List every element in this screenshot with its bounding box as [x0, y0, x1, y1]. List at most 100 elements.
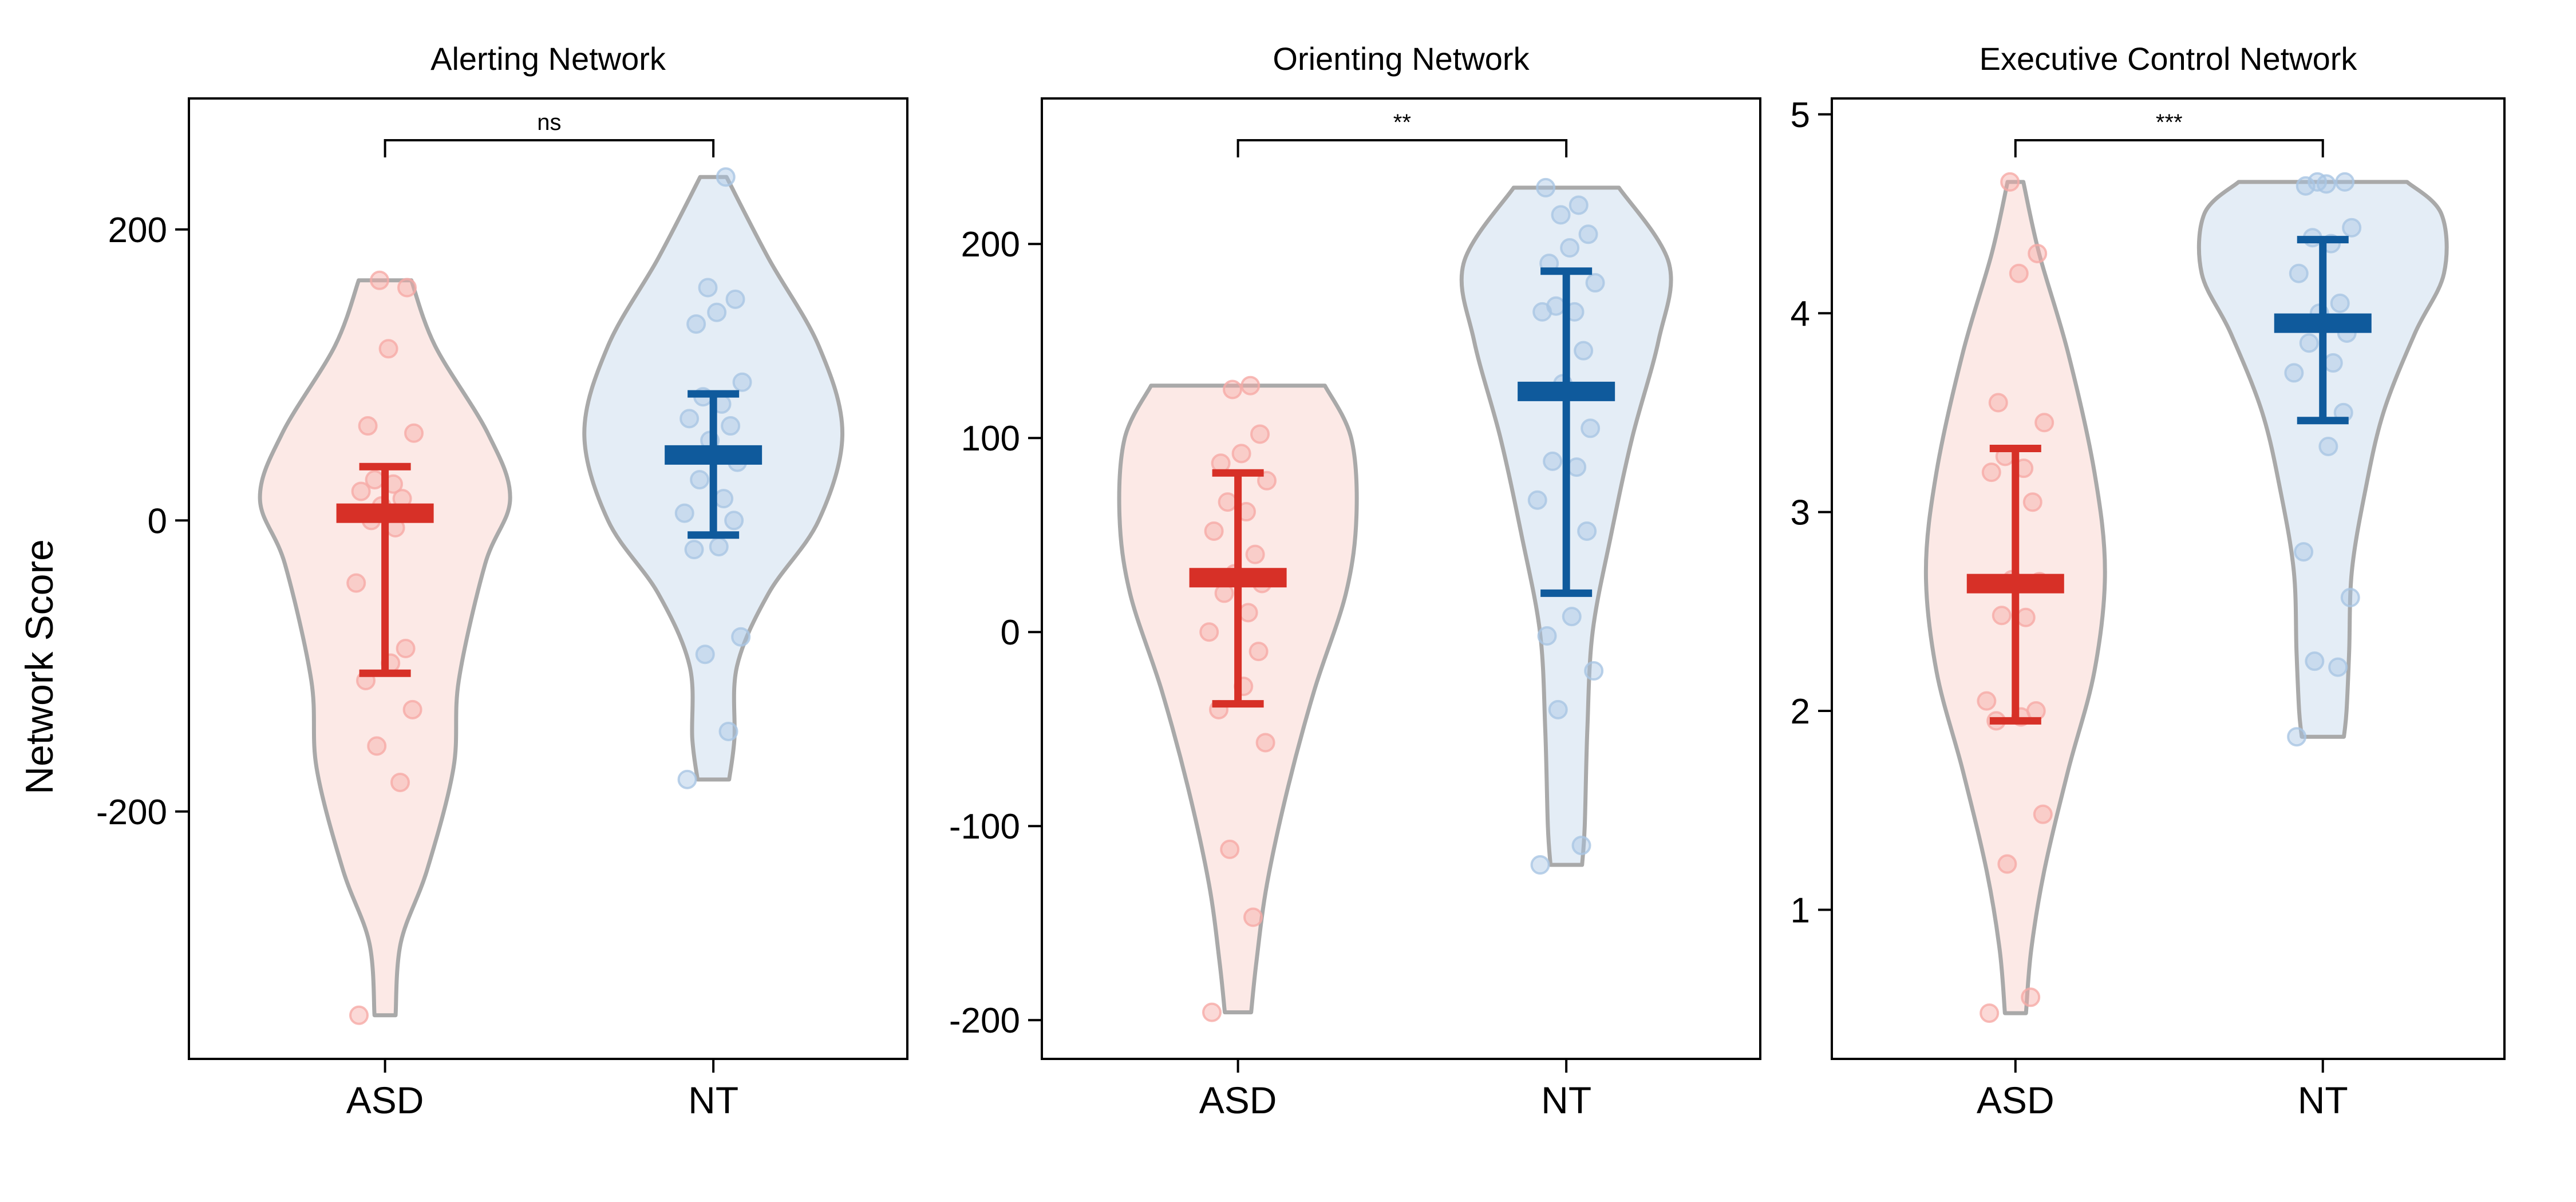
data-point [1238, 603, 1258, 623]
data-point [1574, 341, 1594, 361]
data-point [396, 639, 416, 659]
data-point [1199, 622, 1219, 642]
data-point [2033, 804, 2053, 824]
y-tick-label: 100 [961, 419, 1020, 458]
data-point [1562, 607, 1582, 627]
data-point [1578, 224, 1598, 244]
data-point [2318, 436, 2338, 456]
data-point [1568, 195, 1589, 215]
x-tick-label: NT [688, 1079, 738, 1121]
data-point [390, 772, 410, 792]
data-point [2009, 263, 2029, 283]
data-point [2287, 727, 2307, 747]
y-tick-label: 0 [148, 501, 167, 541]
data-point [1988, 393, 2008, 413]
panel-2: Orienting Network ** -200 -100 0 100 200 ASD NT [949, 41, 1761, 1121]
data-point [2016, 607, 2036, 627]
x-tick-label: NT [1541, 1079, 1591, 1121]
data-point [1585, 273, 1605, 293]
data-point [1981, 462, 2001, 483]
y-tick-label: 2 [1791, 692, 1810, 732]
panel-title: Executive Control Network [1980, 41, 2358, 77]
data-point [716, 167, 736, 187]
plot-frame [1831, 97, 2506, 1060]
y-tick-label: 5 [1791, 96, 1810, 135]
data-point [724, 511, 744, 531]
y-tick-label: 4 [1791, 294, 1810, 334]
data-point [698, 278, 718, 298]
y-tick-label: 3 [1791, 493, 1810, 533]
significance-bracket [384, 139, 715, 157]
y-tick-label: 200 [961, 225, 1020, 264]
data-point [346, 573, 366, 593]
panel-3: Executive Control Network *** 1 2 3 4 5 ASD NT [1791, 41, 2506, 1121]
y-tick-label: -200 [949, 1001, 1020, 1041]
data-point [1551, 205, 1571, 225]
data-point [1250, 424, 1270, 444]
y-tick-label: 1 [1791, 891, 1810, 930]
data-point [402, 699, 422, 719]
y-tick-label: -200 [96, 793, 167, 832]
data-point [1980, 1003, 2000, 1023]
data-point [2328, 657, 2348, 677]
data-point [707, 302, 727, 322]
data-point [2299, 333, 2319, 353]
plot-frame [188, 97, 908, 1060]
data-point [1584, 661, 1604, 681]
data-point [1997, 854, 2017, 874]
significance-label: ** [1393, 110, 1411, 135]
data-point [690, 470, 710, 490]
data-point [1202, 1002, 1222, 1022]
data-point [2308, 172, 2328, 192]
data-point [2289, 263, 2309, 283]
data-point [1577, 521, 1597, 541]
data-point [732, 372, 752, 392]
data-point [709, 537, 729, 557]
data-point [1240, 375, 1261, 396]
data-point [1223, 379, 1243, 400]
data-point [1567, 457, 1587, 477]
data-point [378, 339, 398, 359]
data-point [1581, 418, 1601, 438]
data-point [686, 314, 706, 334]
data-point [1218, 492, 1238, 512]
data-point [2294, 542, 2314, 562]
data-point [2284, 363, 2304, 383]
data-point [725, 289, 745, 309]
panel-title: Orienting Network [1273, 41, 1530, 77]
data-point [2342, 218, 2362, 238]
data-point [2000, 172, 2020, 192]
significance-bracket [2014, 139, 2324, 157]
data-point [2340, 588, 2360, 608]
data-point [1249, 642, 1269, 662]
data-point [714, 489, 734, 509]
data-point [1245, 544, 1265, 564]
data-point [1571, 836, 1591, 856]
data-point [2296, 176, 2316, 196]
data-point [1543, 451, 1563, 471]
data-point [2323, 353, 2343, 373]
data-point [718, 721, 738, 741]
x-tick-label: ASD [1977, 1079, 2055, 1121]
data-point [2021, 987, 2041, 1007]
data-point [1548, 699, 1568, 719]
data-point [1560, 238, 1580, 258]
data-point [1220, 839, 1240, 859]
data-point [1977, 691, 1997, 711]
data-point [2022, 492, 2042, 512]
data-point [404, 423, 424, 443]
data-point [677, 769, 697, 789]
y-tick-label: 200 [108, 211, 167, 250]
data-point [2335, 172, 2355, 192]
data-point [2034, 413, 2055, 433]
data-point [2330, 293, 2350, 313]
x-tick-label: ASD [1199, 1079, 1277, 1121]
data-point [1243, 907, 1263, 927]
data-point [1537, 626, 1557, 646]
data-point [1992, 606, 2012, 626]
y-axis-label: Network Score [18, 539, 61, 794]
data-point [695, 645, 715, 665]
data-point [721, 416, 741, 436]
x-tick-label: NT [2298, 1079, 2348, 1121]
